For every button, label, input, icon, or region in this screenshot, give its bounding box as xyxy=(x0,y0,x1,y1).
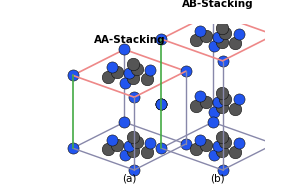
Point xyxy=(123,81,128,84)
Point xyxy=(219,91,224,94)
Point xyxy=(159,147,163,150)
Point xyxy=(159,37,163,40)
Point xyxy=(198,95,203,98)
Point xyxy=(211,154,216,157)
Point xyxy=(204,35,208,38)
Point xyxy=(110,66,114,69)
Point xyxy=(233,107,237,110)
Point xyxy=(184,143,188,146)
Point xyxy=(210,12,215,15)
Point xyxy=(223,97,228,100)
Point xyxy=(115,71,120,74)
Point xyxy=(210,121,215,124)
Point xyxy=(272,33,276,36)
Point xyxy=(204,144,208,147)
Point xyxy=(159,103,163,106)
Point xyxy=(144,151,149,154)
Point xyxy=(233,42,237,45)
Point xyxy=(122,48,127,51)
Point xyxy=(122,121,127,124)
Point xyxy=(110,139,114,142)
Point xyxy=(223,32,228,35)
Point xyxy=(215,101,220,104)
Text: AB-Stacking: AB-Stacking xyxy=(182,0,253,9)
Point xyxy=(198,29,203,32)
Point xyxy=(194,148,199,151)
Point xyxy=(115,144,120,147)
Point xyxy=(198,139,203,142)
Point xyxy=(211,45,216,48)
Point xyxy=(211,110,216,113)
Point xyxy=(215,35,220,38)
Point xyxy=(215,145,220,148)
Point xyxy=(148,69,153,72)
Text: (a): (a) xyxy=(122,173,137,183)
Point xyxy=(220,40,224,43)
Point xyxy=(148,141,153,144)
Point xyxy=(236,141,241,144)
Point xyxy=(135,141,139,144)
Point xyxy=(70,74,75,77)
Point xyxy=(220,59,225,62)
Point xyxy=(236,98,241,101)
Text: AA-Stacking: AA-Stacking xyxy=(93,35,165,45)
Point xyxy=(219,26,224,29)
Point xyxy=(223,141,228,144)
Point xyxy=(131,149,136,152)
Point xyxy=(127,145,132,148)
Point xyxy=(70,147,75,150)
Point xyxy=(123,154,128,157)
Point xyxy=(184,70,188,73)
Point xyxy=(132,96,137,99)
Point xyxy=(159,103,163,106)
Point xyxy=(219,135,224,138)
Point xyxy=(220,106,224,109)
Point xyxy=(159,103,163,106)
Point xyxy=(194,39,199,42)
Point xyxy=(272,143,276,146)
Point xyxy=(132,168,137,171)
Point xyxy=(194,104,199,107)
Point xyxy=(135,68,139,71)
Point xyxy=(159,103,163,106)
Text: (b): (b) xyxy=(210,173,225,183)
Point xyxy=(144,78,149,81)
Point xyxy=(131,135,135,138)
Point xyxy=(236,32,241,35)
Point xyxy=(131,77,136,80)
Point xyxy=(106,75,110,78)
Point xyxy=(233,151,237,154)
Point xyxy=(106,148,110,151)
Point xyxy=(131,62,135,65)
Point xyxy=(204,100,208,103)
Point xyxy=(127,72,132,75)
Point xyxy=(220,168,225,171)
Point xyxy=(220,149,224,152)
